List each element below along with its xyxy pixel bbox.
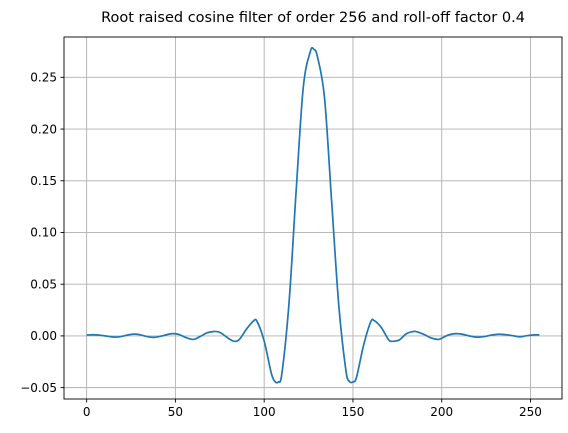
x-tick-label: 250 <box>519 405 542 419</box>
x-tick-label: 100 <box>253 405 276 419</box>
chart-title: Root raised cosine filter of order 256 a… <box>101 10 525 26</box>
y-tick-label: 0.00 <box>30 329 57 343</box>
y-tick-label: 0.20 <box>30 122 57 136</box>
axis-ticks: 0 50 100 150 200 250 −0.05 0.00 0.05 0.10 0.15 0.20… <box>20 71 542 419</box>
grid <box>64 37 562 399</box>
series-line <box>86 46 540 384</box>
plot-frame <box>63 36 563 400</box>
x-tick-label: 200 <box>430 405 453 419</box>
y-tick-label: 0.15 <box>30 174 57 188</box>
y-tick-label: 0.25 <box>30 71 57 85</box>
y-tick-label: 0.10 <box>30 226 57 240</box>
x-tick-label: 0 <box>83 405 91 419</box>
x-tick-label: 50 <box>168 405 183 419</box>
series-layer <box>86 46 540 384</box>
y-tick-label: −0.05 <box>20 381 57 395</box>
x-tick-label: 150 <box>341 405 364 419</box>
y-tick-label: 0.05 <box>30 277 57 291</box>
